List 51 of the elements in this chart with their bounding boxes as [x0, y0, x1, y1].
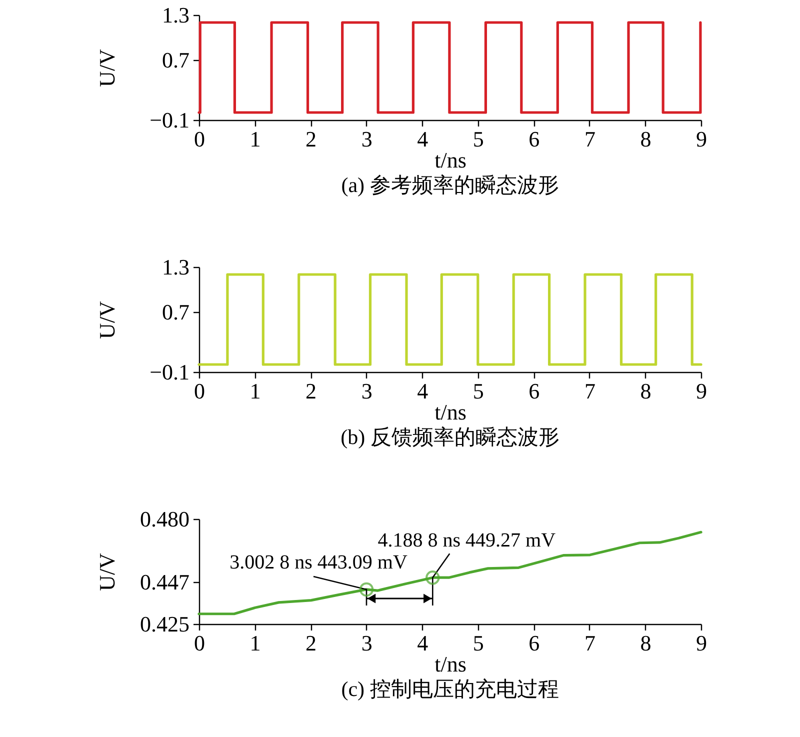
x-tick-label: 6 — [528, 630, 540, 656]
x-tick-label: 8 — [640, 630, 652, 656]
x-tick-label: 5 — [472, 630, 484, 656]
text: (c) 控制电压的充电过程 — [341, 677, 559, 701]
y-tick-label: 0.480 — [140, 506, 190, 532]
y-axis-title: U/V — [94, 48, 120, 87]
annotation: 3.002 8 ns 443.09 mV — [230, 551, 408, 574]
x-tick-label: 2 — [306, 378, 317, 404]
x-axis-title: t/ns — [434, 652, 466, 676]
x-tick-label: 7 — [584, 126, 596, 152]
y-tick-label: 1.3 — [162, 2, 190, 28]
x-tick-label: 7 — [584, 630, 596, 656]
y-tick-label: 0.447 — [140, 570, 190, 594]
x-tick-label: 3 — [361, 126, 372, 152]
y-tick-label: −0.1 — [150, 108, 190, 132]
x-tick-label: 6 — [528, 378, 540, 404]
line-series — [198, 530, 702, 616]
x-tick-label: 1 — [250, 378, 261, 404]
y-axis-title: U/V — [94, 552, 120, 591]
y-axis-title: U/V — [94, 300, 120, 339]
y-tick-label: 0.7 — [162, 48, 190, 72]
x-tick-label: 4 — [417, 630, 428, 656]
x-tick-label: 9 — [696, 630, 707, 656]
x-tick-label: 1 — [250, 630, 261, 656]
y-tick-label: −0.1 — [150, 360, 190, 384]
y-tick-label: 0.425 — [140, 612, 190, 636]
x-tick-label: 4 — [417, 126, 428, 152]
x-tick-label: 0 — [194, 126, 205, 152]
x-tick-label: 6 — [528, 126, 540, 152]
x-tick-label: 8 — [640, 378, 652, 404]
x-axis-title: t/ns — [434, 400, 466, 424]
x-tick-label: 0 — [194, 378, 205, 404]
y-tick-label: 0.7 — [162, 300, 190, 324]
text: (b) 反馈频率的瞬态波形 — [340, 425, 560, 449]
x-tick-label: 3 — [361, 630, 372, 656]
x-tick-label: 4 — [417, 378, 428, 404]
x-tick-label: 8 — [640, 126, 652, 152]
x-tick-label: 3 — [361, 378, 372, 404]
x-tick-label: 7 — [584, 378, 596, 404]
x-tick-label: 5 — [472, 378, 484, 404]
y-tick-label: 1.3 — [162, 254, 190, 280]
text: (a) 参考频率的瞬态波形 — [341, 173, 559, 197]
annotation: 4.188 8 ns 449.27 mV — [378, 530, 556, 552]
x-tick-label: 0 — [194, 630, 205, 656]
x-tick-label: 1 — [250, 126, 261, 152]
x-axis-title: t/ns — [434, 148, 466, 172]
x-tick-label: 9 — [696, 378, 707, 404]
x-tick-label: 9 — [696, 126, 707, 152]
x-tick-label: 2 — [306, 630, 317, 656]
x-tick-label: 2 — [306, 126, 317, 152]
x-tick-label: 5 — [472, 126, 484, 152]
